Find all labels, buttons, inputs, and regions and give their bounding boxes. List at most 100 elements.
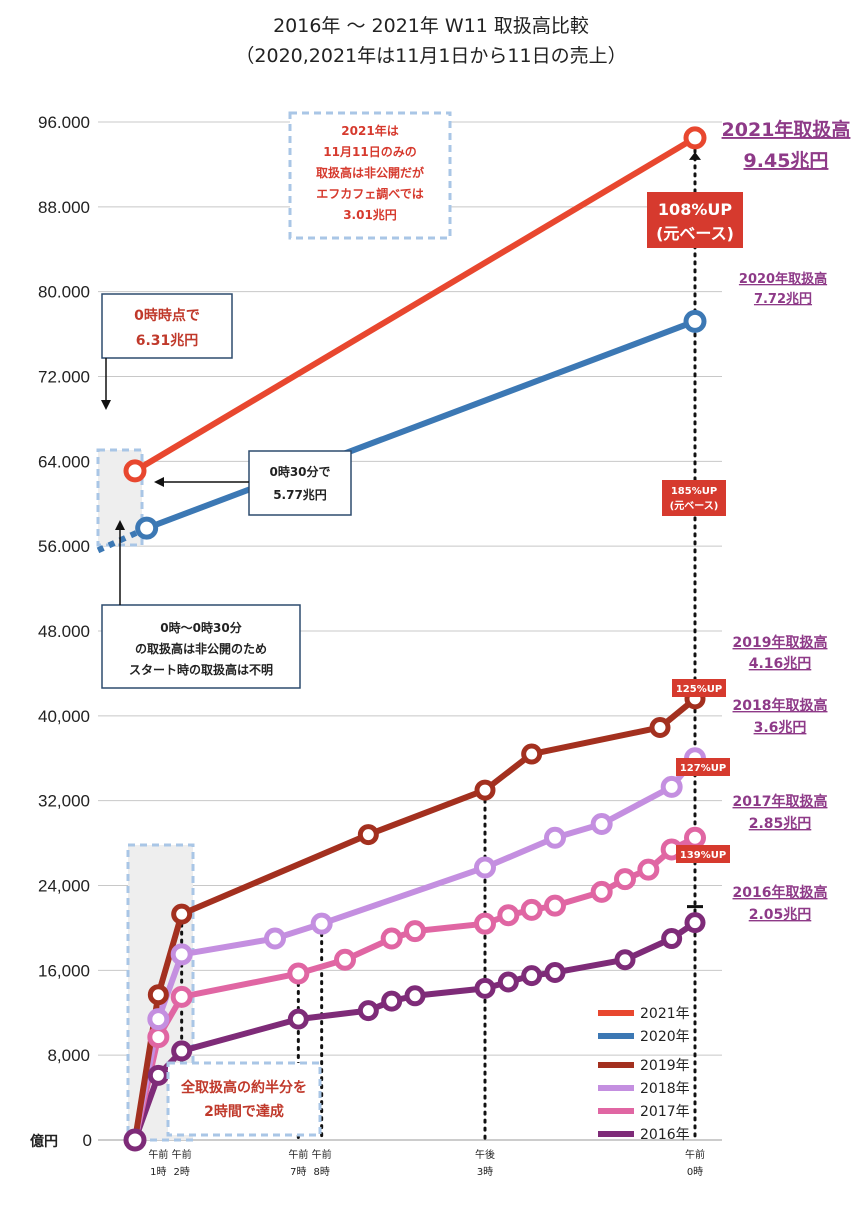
x-tick-label: 1時 xyxy=(150,1166,166,1178)
note-zero-hour: 0時時点で 6.31兆円 xyxy=(101,293,233,410)
note-2021-line1: 2021年は xyxy=(341,123,398,138)
end-label-2020: 2020年取扱高 7.72兆円 xyxy=(739,271,827,307)
series-2016-point xyxy=(287,1008,309,1030)
note-2021-line5: 3.01兆円 xyxy=(343,207,397,222)
series-2016-point xyxy=(147,1064,169,1086)
series-2019-point xyxy=(521,743,543,765)
series-2019-point xyxy=(649,716,671,738)
series-2016-point xyxy=(521,965,543,987)
y-tick-label: 0 xyxy=(83,1131,92,1150)
end-label-2017: 2017年取扱高 2.85兆円 xyxy=(733,793,828,832)
series-2017-point xyxy=(474,912,496,935)
note-zero-hour-line1: 0時時点で xyxy=(134,307,200,324)
note-2021-line2: 11月11日のみの xyxy=(323,145,416,159)
x-tick-label: 午前 xyxy=(172,1148,192,1161)
series-2018-point xyxy=(544,826,566,849)
series-2017-point xyxy=(590,880,613,903)
y-tick-label: 48.000 xyxy=(38,622,90,641)
chart-subtitle: （2020,2021年は11月1日から11日の売上） xyxy=(235,45,626,67)
origin-point xyxy=(123,1128,147,1152)
note-half-hour-line2: 5.77兆円 xyxy=(273,487,327,502)
series-2017-point xyxy=(637,858,660,881)
end-label-2019: 2019年取扱高 4.16兆円 xyxy=(733,634,828,672)
badge-125up-text: 125%UP xyxy=(676,684,722,695)
legend-label: 2017年 xyxy=(640,1104,690,1120)
y-tick-label: 40,000 xyxy=(38,707,90,726)
end-label-2018: 2018年取扱高 3.6兆円 xyxy=(733,697,828,736)
series-2017-point xyxy=(147,1026,170,1049)
series-2016-point xyxy=(684,912,706,934)
series-2020-point xyxy=(683,309,707,333)
x-tick-label: 午後 xyxy=(475,1148,495,1161)
note-half-in-two-line2: 2時間で達成 xyxy=(204,1103,284,1120)
legend-label: 2018年 xyxy=(640,1081,690,1097)
series-2019-point xyxy=(147,984,169,1006)
end-label-2020-line1: 2020年取扱高 xyxy=(739,271,827,287)
series-2016-point xyxy=(404,985,426,1007)
badge-125up: 125%UP xyxy=(672,679,726,697)
badge-185up-line1: 185%UP xyxy=(671,486,717,497)
y-axis-unit-label: 億円 xyxy=(30,1133,58,1149)
x-tick-label: 3時 xyxy=(477,1166,493,1178)
end-label-2016: 2016年取扱高 2.05兆円 xyxy=(733,884,828,923)
x-tick-label: 午前 xyxy=(148,1148,168,1161)
badge-127up: 127%UP xyxy=(676,758,730,776)
note-half-in-two: 全取扱高の約半分を 2時間で達成 xyxy=(166,1061,322,1137)
series-2017-point xyxy=(497,904,520,927)
series-2019-line xyxy=(132,696,697,1141)
end-label-2021-line1: 2021年取扱高 xyxy=(722,118,851,141)
series-2017-point xyxy=(287,962,310,985)
series-markers xyxy=(123,126,707,1152)
end-label-2018-line2: 3.6兆円 xyxy=(754,720,807,736)
end-label-2016-line1: 2016年取扱高 xyxy=(733,884,828,901)
end-label-2019-line2: 4.16兆円 xyxy=(749,656,812,672)
series-2017-point xyxy=(380,927,403,950)
x-tick-label: 2時 xyxy=(173,1166,189,1178)
note-unknown-line3: スタート時の取扱高は不明 xyxy=(129,662,273,677)
series-2016-point xyxy=(661,928,683,950)
y-tick-label: 56.000 xyxy=(38,537,90,556)
note-unknown-line2: の取扱高は非公開のため xyxy=(135,641,267,656)
series-2017-point xyxy=(520,898,543,921)
series-2021-point xyxy=(683,126,707,150)
x-tick-label: 8時 xyxy=(313,1166,329,1178)
y-tick-label: 96.000 xyxy=(38,113,90,132)
legend: 2021年 2020年 2019年 2018年 2017年 2016年 xyxy=(598,1006,690,1143)
y-axis-ticks: 8,000 16,000 24,000 32,000 40,000 48.000 56.00… xyxy=(30,113,92,1150)
end-label-2017-line1: 2017年取扱高 xyxy=(733,793,828,810)
note-unknown-line1: 0時〜0時30分 xyxy=(160,620,241,635)
y-tick-label: 8,000 xyxy=(47,1046,90,1065)
series-2017-point xyxy=(544,894,566,917)
series-2016-line xyxy=(132,920,697,1142)
series-2019-point xyxy=(171,903,193,925)
note-half-in-two-line1: 全取扱高の約半分を xyxy=(180,1079,307,1096)
badge-108up-line2: (元ベース) xyxy=(656,224,734,243)
series-2018-point xyxy=(147,1008,170,1031)
end-label-2017-line2: 2.85兆円 xyxy=(749,816,812,832)
y-tick-label: 80.000 xyxy=(38,283,90,302)
end-label-2021-line2: 9.45兆円 xyxy=(744,150,829,172)
legend-label: 2016年 xyxy=(640,1127,690,1143)
y-tick-label: 16,000 xyxy=(38,961,90,980)
badge-108up-line1: 108%UP xyxy=(658,200,732,219)
series-2018-point xyxy=(474,856,496,879)
series-2019-point xyxy=(357,824,379,846)
series-2016-point xyxy=(357,1000,379,1022)
y-tick-label: 32,000 xyxy=(38,792,90,811)
note-2021-box: 2021年は 11月11日のみの 取扱高は非公開だが エフカフェ調べでは 3.0… xyxy=(288,111,452,240)
series-2017-line xyxy=(132,835,697,1141)
y-tick-label: 88.000 xyxy=(38,198,90,217)
note-zero-hour-line2: 6.31兆円 xyxy=(136,333,199,349)
badge-127up-text: 127%UP xyxy=(680,763,726,774)
series-2018-point xyxy=(170,943,193,966)
series-2016-point xyxy=(544,961,566,983)
legend-label: 2020年 xyxy=(640,1029,690,1045)
series-2018-point xyxy=(590,812,613,835)
y-tick-label: 64.000 xyxy=(38,452,90,471)
series-2016-point xyxy=(497,971,519,993)
legend-label: 2019年 xyxy=(640,1058,690,1074)
x-tick-label: 7時 xyxy=(290,1166,306,1178)
series-2017-point xyxy=(170,985,193,1008)
